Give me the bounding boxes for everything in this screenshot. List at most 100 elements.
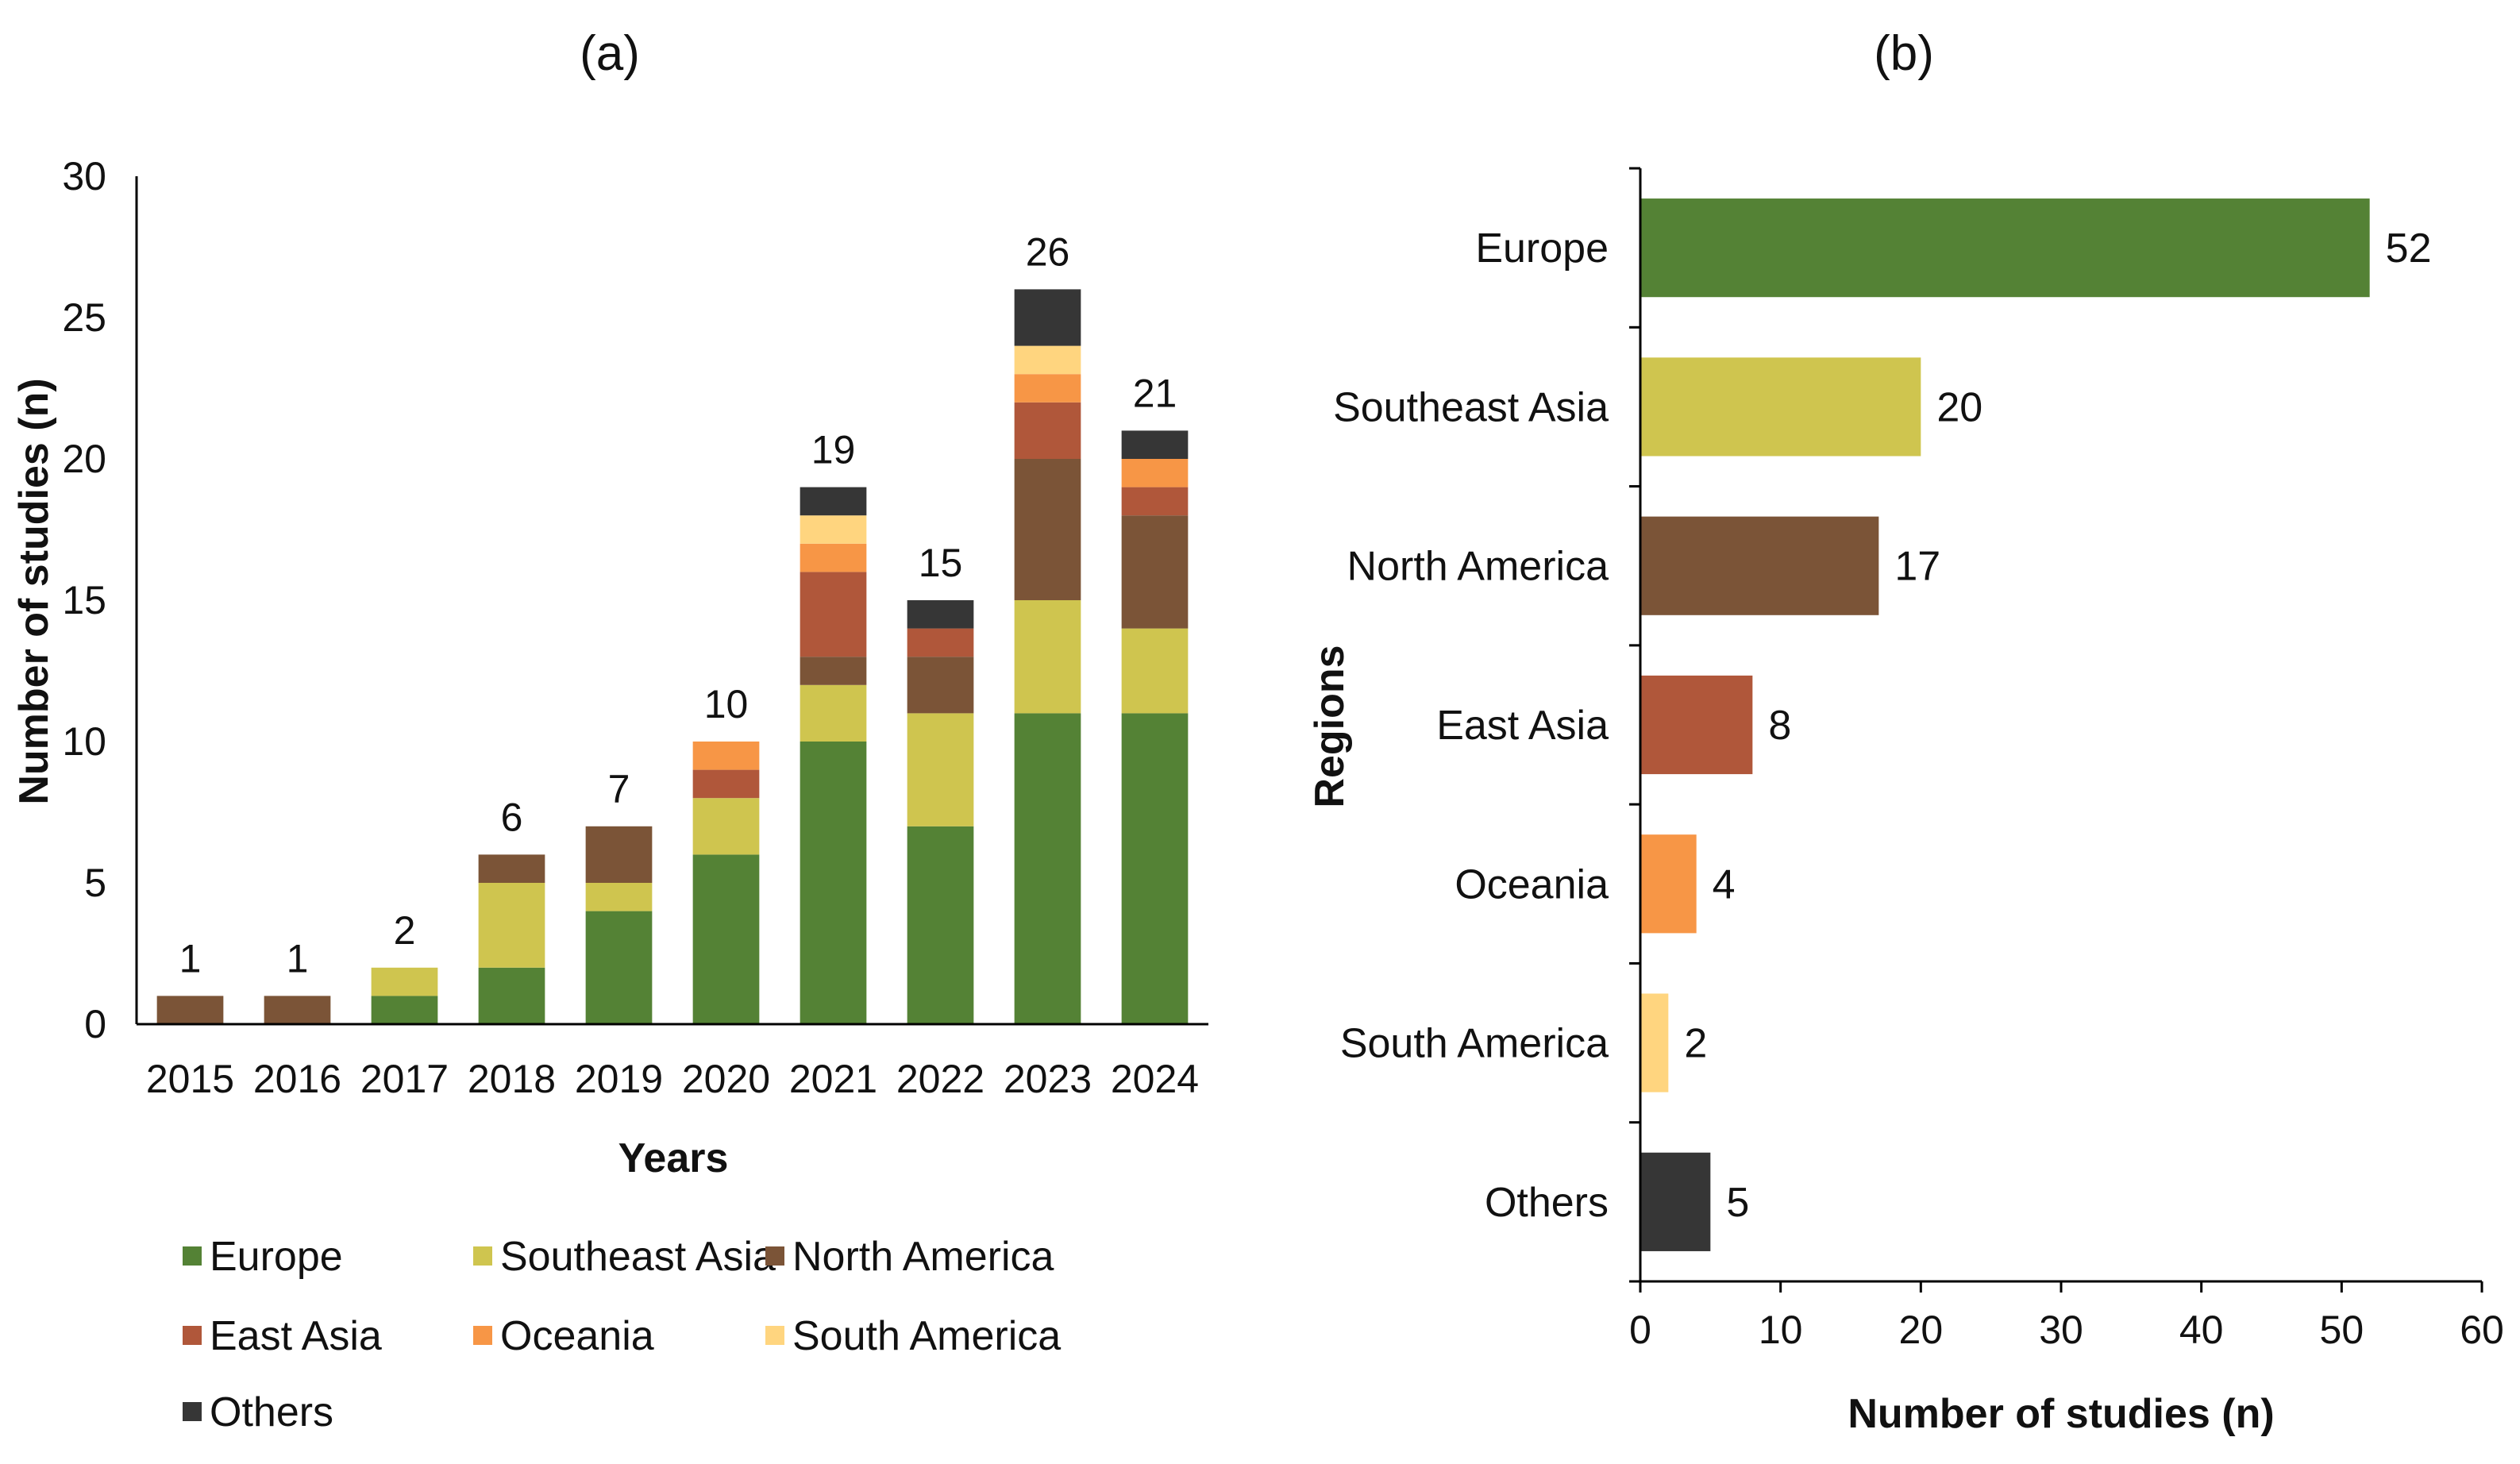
value-label-south-america: 2 (1684, 1021, 1707, 1067)
bar-segment-2022-others (907, 600, 974, 629)
total-label-2021: 19 (811, 428, 856, 472)
bar-segment-2019-europe (585, 911, 653, 1024)
bar-segment-2017-europe (371, 996, 438, 1024)
bar-segment-2022-southeast-asia (907, 713, 974, 826)
value-label-oceania: 4 (1713, 861, 1736, 907)
value-label-north-america: 17 (1894, 544, 1940, 590)
bar-segment-2021-south-america (800, 515, 867, 544)
bar-segment-2018-southeast-asia (478, 883, 545, 968)
panel-b-y-tick-marks (1629, 167, 1640, 1283)
panel-b-y-axis-title: Regions (1307, 645, 1353, 807)
bar-segment-2023-southeast-asia (1014, 600, 1081, 714)
x-tick-2021: 2021 (789, 1057, 877, 1101)
bar-segment-2021-europe (800, 742, 867, 1024)
x-tick-2024: 2024 (1111, 1057, 1199, 1101)
legend-label-europe: Europe (210, 1234, 343, 1280)
panel-b-value-labels: 52 20 17 8 4 2 5 (1684, 225, 2431, 1226)
category-label-south-america: South America (1340, 1021, 1609, 1067)
bar-segment-2023-europe (1014, 713, 1081, 1024)
bar-segment-2022-east-asia (907, 628, 974, 657)
panel-a-y-tick-25: 25 (62, 295, 106, 340)
legend-swatch-southeast-asia (473, 1246, 492, 1266)
panel-b-x-tick-30: 30 (2039, 1308, 2083, 1352)
panel-a-y-tick-5: 5 (84, 861, 106, 905)
panel-b-x-tick-0: 0 (1629, 1308, 1651, 1352)
panel-b-x-tick-10: 10 (1759, 1308, 1803, 1352)
legend-item-north-america: North America (765, 1234, 1054, 1280)
x-tick-2016: 2016 (253, 1057, 341, 1101)
legend-label-oceania: Oceania (500, 1313, 654, 1359)
total-label-2018: 6 (501, 795, 523, 839)
bar-europe (1640, 198, 2370, 298)
bar-segment-2024-others (1121, 430, 1189, 459)
bar-segment-2020-southeast-asia (692, 798, 760, 855)
total-label-2020: 10 (704, 682, 749, 726)
bar-segment-2018-europe (478, 967, 545, 1024)
total-label-2016: 1 (287, 936, 309, 980)
x-tick-2017: 2017 (360, 1057, 449, 1101)
bar-segment-2017-southeast-asia (371, 967, 438, 996)
x-tick-2019: 2019 (575, 1057, 663, 1101)
panel-a-y-tick-10: 10 (62, 719, 106, 764)
panel-b-x-axis-title: Number of studies (n) (1848, 1391, 2274, 1437)
bar-segment-2023-others (1014, 289, 1081, 346)
legend-label-southeast-asia: Southeast Asia (500, 1234, 776, 1280)
category-label-oceania: Oceania (1455, 861, 1609, 907)
legend-swatch-europe (183, 1246, 202, 1266)
legend-label-others: Others (210, 1389, 333, 1435)
bar-segment-2021-others (800, 487, 867, 516)
bar-segment-2019-southeast-asia (585, 883, 653, 911)
legend-label-north-america: North America (792, 1234, 1054, 1280)
bar-segment-2022-north-america (907, 657, 974, 714)
bar-segment-2020-oceania (692, 742, 760, 770)
bar-segment-2019-north-america (585, 826, 653, 883)
total-label-2015: 1 (179, 936, 202, 980)
value-label-europe: 52 (2386, 225, 2432, 272)
legend-item-europe: Europe (183, 1234, 343, 1280)
x-tick-2020: 2020 (682, 1057, 770, 1101)
bar-segment-2021-north-america (800, 657, 867, 685)
panel-b-category-labels: Europe Southeast Asia North America East As… (1333, 225, 1609, 1226)
x-tick-2018: 2018 (468, 1057, 556, 1101)
panel-a-y-tick-0: 0 (84, 1002, 106, 1046)
bar-segment-2021-oceania (800, 543, 867, 572)
bar-segment-2021-southeast-asia (800, 684, 867, 742)
value-label-others: 5 (1726, 1180, 1749, 1226)
bar-segment-2015-north-america (156, 996, 224, 1024)
bar-southeast-asia (1640, 357, 1921, 457)
x-tick-2023: 2023 (1004, 1057, 1092, 1101)
legend-item-south-america: South America (765, 1313, 1061, 1359)
panel-b-label: (b) (1874, 26, 1934, 81)
category-label-others: Others (1485, 1180, 1609, 1226)
bar-segment-2024-southeast-asia (1121, 628, 1189, 714)
bar-segment-2023-south-america (1014, 345, 1081, 375)
bar-others (1640, 1152, 1711, 1251)
panel-a-legend: Europe Southeast Asia North America East As… (183, 1234, 1061, 1435)
panel-b-bars (1640, 198, 2370, 1251)
bar-segment-2023-east-asia (1014, 402, 1081, 459)
category-label-east-asia: East Asia (1436, 703, 1609, 749)
panel-a-y-tick-15: 15 (62, 578, 106, 622)
panel-b-horizontal-bar-chart: (b) 0 10 20 30 40 50 60 Europe Southeast Asia No… (1307, 26, 2504, 1437)
x-tick-2015: 2015 (146, 1057, 234, 1101)
bar-east-asia (1640, 675, 1753, 775)
legend-swatch-oceania (473, 1326, 492, 1345)
panel-a-y-axis-title: Number of studies (n) (11, 378, 57, 804)
panel-a-x-tick-labels: 2015 2016 2017 2018 2019 2020 2021 2022 2023 2024 (146, 1057, 1199, 1101)
panel-a-y-tick-labels: 0 5 10 15 20 25 30 (62, 154, 106, 1046)
bar-segment-2018-north-america (478, 854, 545, 883)
total-label-2019: 7 (608, 767, 630, 811)
bar-segment-2024-oceania (1121, 459, 1189, 487)
legend-swatch-east-asia (183, 1326, 202, 1345)
bar-south-america (1640, 993, 1669, 1092)
bar-segment-2024-north-america (1121, 515, 1189, 629)
panel-b-x-tick-60: 60 (2460, 1308, 2504, 1352)
bar-north-america (1640, 516, 1879, 615)
legend-label-south-america: South America (792, 1313, 1061, 1359)
panel-a-y-tick-30: 30 (62, 154, 106, 198)
bar-segment-2020-europe (692, 854, 760, 1024)
panel-b-x-tick-50: 50 (2320, 1308, 2364, 1352)
